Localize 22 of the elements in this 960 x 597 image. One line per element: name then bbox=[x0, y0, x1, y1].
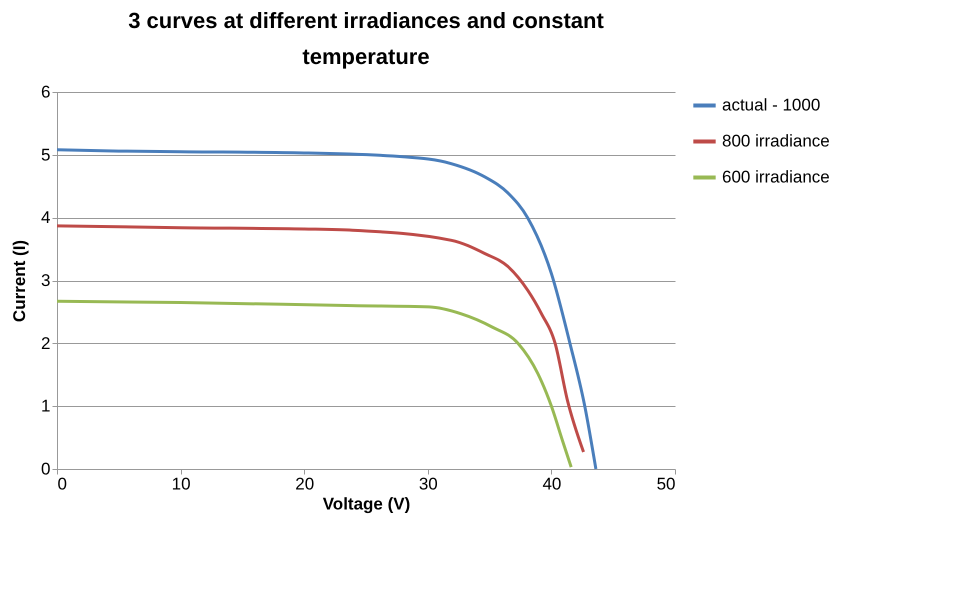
x-tick-label: 0 bbox=[58, 474, 67, 494]
y-tick-label: 4 bbox=[41, 208, 50, 228]
y-tick-label: 0 bbox=[41, 460, 50, 478]
x-tick-label: 10 bbox=[172, 474, 191, 494]
legend-label: 800 irradiance bbox=[722, 132, 830, 150]
legend-label: actual - 1000 bbox=[722, 96, 820, 114]
y-tick-label: 2 bbox=[41, 334, 50, 353]
y-tick-label: 5 bbox=[41, 145, 50, 164]
chart-title: 3 curves at different irradiances and constant temperature bbox=[128, 8, 604, 69]
line-series bbox=[56, 148, 598, 470]
y-tick-label: 1 bbox=[41, 396, 50, 416]
x-tick-label: 50 bbox=[656, 474, 676, 494]
line-series bbox=[56, 224, 586, 454]
x-tick-label: 20 bbox=[295, 474, 314, 494]
y-tick-label: 6 bbox=[41, 82, 50, 102]
y-tick-label: 3 bbox=[41, 271, 50, 290]
x-tick-label: 30 bbox=[418, 474, 438, 494]
x-axis-title: Voltage (V) bbox=[322, 494, 410, 514]
y-axis-title: Current (I) bbox=[10, 240, 30, 322]
line-series bbox=[56, 300, 573, 469]
x-tick-label: 40 bbox=[542, 474, 562, 494]
legend-label: 600 irradiance bbox=[722, 168, 830, 186]
